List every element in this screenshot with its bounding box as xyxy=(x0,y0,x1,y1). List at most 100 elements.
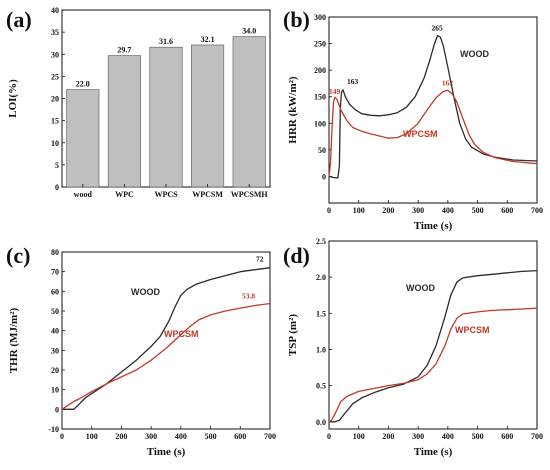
y-tick-label: 40 xyxy=(51,327,59,336)
x-tick-label: 200 xyxy=(382,432,394,441)
y-tick-label: 0.0 xyxy=(316,418,326,427)
y-tick-label: 50 xyxy=(51,307,59,316)
x-tick-label: 0 xyxy=(60,432,64,441)
y-tick-label: 2.0 xyxy=(316,273,326,282)
series-line-wpcsm xyxy=(328,89,538,177)
x-tick-label: 400 xyxy=(442,206,454,215)
x-tick-label: 500 xyxy=(472,206,484,215)
y-tick-label: 250 xyxy=(314,40,326,49)
x-tick-label: 200 xyxy=(115,432,127,441)
y-tick-label: 70 xyxy=(51,268,59,277)
series-label-wood: WOOD xyxy=(460,49,489,59)
y-tick-label: 5 xyxy=(55,161,59,170)
y-tick-label: 20 xyxy=(51,366,59,375)
y-tick-label: 0 xyxy=(322,172,326,181)
series-line-wood xyxy=(329,269,538,423)
y-tick-label: -10 xyxy=(48,425,59,434)
series-line-wpcsm xyxy=(61,302,271,410)
panel-label: (c) xyxy=(6,243,30,268)
x-tick-label: 600 xyxy=(234,432,246,441)
x-tick-label: 600 xyxy=(501,206,513,215)
bar xyxy=(107,55,141,188)
bar-value-label: 34.0 xyxy=(242,27,256,36)
series-line-wood xyxy=(62,267,271,410)
panel-b-hrr-chart: 0 50 100 150 200 250 300 0 100 200 300 400 500 600 700… xyxy=(283,7,543,232)
y-tick-label: 35 xyxy=(51,28,59,37)
panel-label: (a) xyxy=(6,7,32,32)
series-label-wpcsm: WPCSM xyxy=(403,129,438,139)
y-tick-label: 40 xyxy=(51,6,59,15)
series-label-wood: WOOD xyxy=(406,283,435,293)
y-tick-label: 15 xyxy=(51,117,59,126)
x-tick-label: 0 xyxy=(327,432,331,441)
y-tick-label: 10 xyxy=(51,386,59,395)
series-line-wood xyxy=(328,34,538,179)
x-tick-label: WPCS xyxy=(154,190,178,199)
y-axis-title: HRR (kW/m²) xyxy=(287,76,299,143)
panel-d-tsp-chart: 0.0 0.5 1.0 1.5 2.0 2.5 0 100 200 300 400 500 600 700… xyxy=(283,237,543,458)
y-axis-title: LOI(%) xyxy=(7,79,19,118)
x-tick-label: 400 xyxy=(442,432,454,441)
x-tick-label: wood xyxy=(74,190,93,199)
plot-frame xyxy=(61,251,271,430)
y-tick-label: 50 xyxy=(318,146,326,155)
x-axis-title: Time (s) xyxy=(414,446,453,458)
x-tick-label: 700 xyxy=(531,432,543,441)
panel-label: (d) xyxy=(283,243,310,268)
x-tick-label: 700 xyxy=(264,432,276,441)
y-tick-label: 60 xyxy=(51,287,59,296)
peak-value-label: 53.8 xyxy=(242,292,255,301)
panel-label: (b) xyxy=(283,7,310,32)
peak-value-label: 265 xyxy=(431,24,443,33)
bar xyxy=(149,46,183,188)
series-label-wood: WOOD xyxy=(131,287,160,297)
y-tick-label: 200 xyxy=(314,66,326,75)
x-axis-title: Time (s) xyxy=(414,220,453,232)
x-tick-label: 0 xyxy=(327,206,331,215)
y-tick-label: 20 xyxy=(51,95,59,104)
peak-value-label: 72 xyxy=(256,255,264,264)
series-label-wpcsm: WPCSM xyxy=(164,329,199,339)
x-tick-label: 100 xyxy=(86,432,98,441)
y-tick-label: 30 xyxy=(51,346,59,355)
y-tick-label: 0 xyxy=(55,405,59,414)
y-axis-title: THR (MJ/m²) xyxy=(8,308,20,374)
y-tick-label: 1.0 xyxy=(316,345,326,354)
y-tick-label: 1.5 xyxy=(316,309,326,318)
y-axis-title: TSP (m²) xyxy=(287,314,299,356)
x-tick-label: WPCSM xyxy=(192,190,223,199)
y-tick-label: 10 xyxy=(51,139,59,148)
plot-frame xyxy=(328,16,538,204)
y-tick-label: 0 xyxy=(55,183,59,192)
x-tick-label: WPCSMH xyxy=(231,190,269,199)
bar-value-label: 22.0 xyxy=(76,80,90,89)
bar xyxy=(66,89,100,188)
bar xyxy=(232,36,266,188)
x-tick-label: 300 xyxy=(145,432,157,441)
y-tick-label: 0.5 xyxy=(316,382,326,391)
bar-value-label: 29.7 xyxy=(117,46,131,55)
y-tick-label: 300 xyxy=(314,13,326,22)
y-tick-label: 150 xyxy=(314,93,326,102)
x-tick-label: 100 xyxy=(353,432,365,441)
panel-a-bar-chart: 0 5 10 15 20 25 30 35 40 LOI(%) (a) 22.0 wood 29.7 WPC… xyxy=(6,6,271,199)
x-tick-label: 300 xyxy=(412,432,424,441)
series-label-wpcsm: WPCSM xyxy=(455,325,490,335)
bar-value-label: 31.6 xyxy=(159,37,173,46)
x-tick-label: WPC xyxy=(115,190,134,199)
x-tick-label: 500 xyxy=(205,432,217,441)
x-axis-title: Time (s) xyxy=(147,446,186,458)
x-tick-label: 300 xyxy=(412,206,424,215)
peak-value-label: 163 xyxy=(347,77,359,86)
y-tick-label: 25 xyxy=(51,72,59,81)
series-line-wpcsm xyxy=(328,307,538,423)
y-tick-label: 100 xyxy=(314,119,326,128)
x-tick-label: 200 xyxy=(382,206,394,215)
x-tick-label: 500 xyxy=(472,432,484,441)
x-tick-label: 600 xyxy=(501,432,513,441)
plot-frame xyxy=(328,240,538,430)
peak-value-label: 162 xyxy=(442,78,454,87)
bar xyxy=(191,44,225,188)
